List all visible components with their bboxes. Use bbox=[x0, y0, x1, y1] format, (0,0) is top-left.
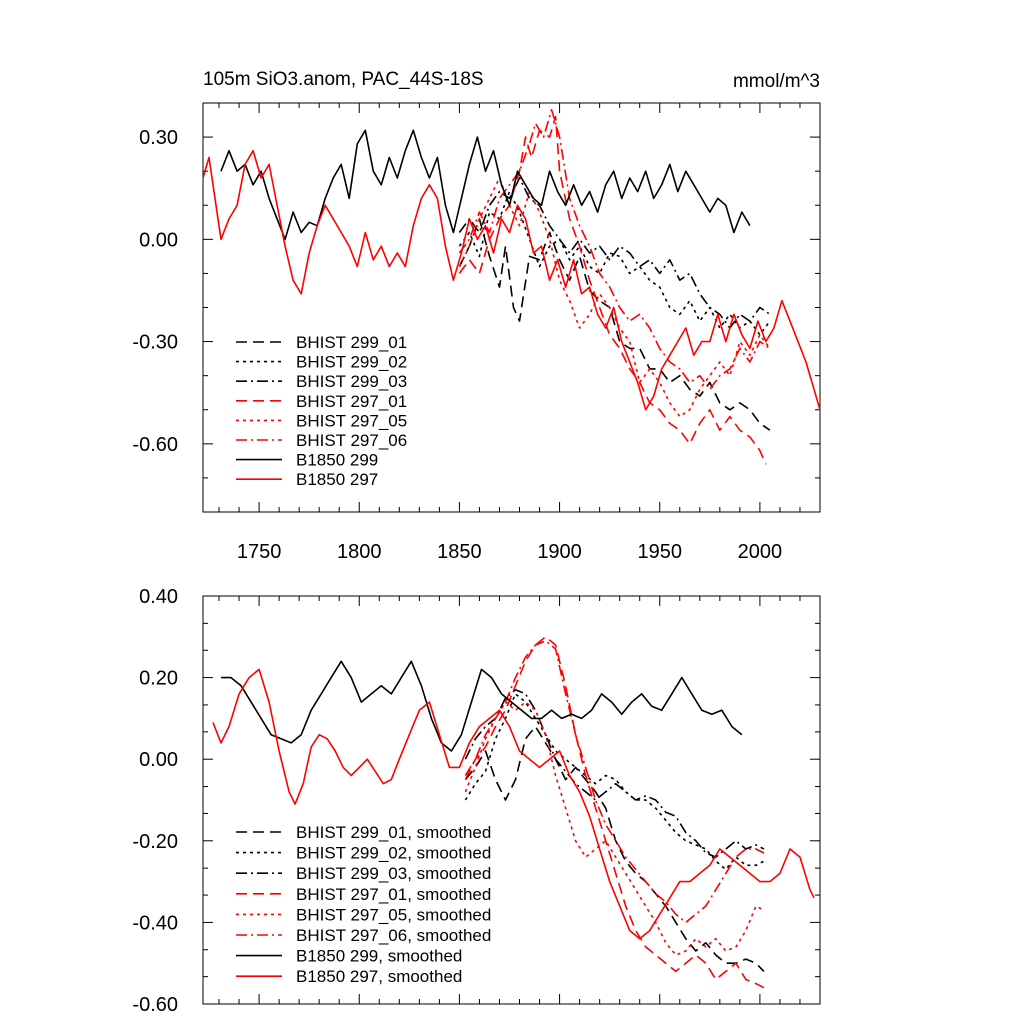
legend-label: B1850 299 bbox=[296, 451, 378, 470]
series-line bbox=[212, 668, 815, 940]
plot-frame bbox=[202, 595, 821, 1005]
y-tick-label: 0.40 bbox=[139, 586, 178, 608]
series-line bbox=[464, 693, 765, 871]
y-tick-label: 0.00 bbox=[139, 749, 178, 771]
x-tick-label: 1800 bbox=[337, 541, 382, 563]
x-tick-label: 1950 bbox=[637, 541, 682, 563]
legend-label: BHIST 297_05, smoothed bbox=[296, 905, 491, 924]
y-tick-label: -0.60 bbox=[132, 994, 178, 1016]
x-tick-label: 1900 bbox=[537, 541, 582, 563]
chart-title: 105m SiO3.anom, PAC_44S-18S bbox=[203, 69, 484, 90]
y-tick-label: -0.60 bbox=[132, 434, 178, 456]
y-tick-label: 0.20 bbox=[139, 668, 178, 690]
y-tick-label: -0.40 bbox=[132, 912, 178, 934]
series-line bbox=[464, 701, 765, 956]
y-tick-label: 0.00 bbox=[139, 229, 178, 251]
y-tick-label: -0.30 bbox=[132, 332, 178, 354]
series-line bbox=[458, 115, 767, 465]
series-line bbox=[464, 689, 765, 858]
legend-label: B1850 297, smoothed bbox=[296, 967, 462, 986]
top-chart-panel: 105m SiO3.anom, PAC_44S-18S mmol/m^3 175… bbox=[132, 69, 821, 563]
bottom-chart-panel: 0.40 0.20 0.00 -0.20 -0.40 -0.60 BHIST 299_01,… bbox=[132, 586, 821, 1016]
series-line bbox=[220, 129, 751, 241]
series-line bbox=[464, 640, 765, 924]
legend-label: B1850 299, smoothed bbox=[296, 947, 462, 966]
legend-label: B1850 297 bbox=[296, 470, 378, 489]
legend-label: BHIST 299_01 bbox=[296, 333, 407, 352]
series-line bbox=[464, 725, 765, 972]
y-tick-label: 0.30 bbox=[139, 127, 178, 149]
series-line bbox=[458, 177, 771, 329]
x-tick-label: 1850 bbox=[437, 541, 482, 563]
series-line bbox=[458, 177, 771, 418]
legend-label: BHIST 297_01 bbox=[296, 392, 407, 411]
legend-label: BHIST 299_02 bbox=[296, 353, 407, 372]
series-line bbox=[221, 660, 743, 752]
legend-label: BHIST 299_02, smoothed bbox=[296, 844, 491, 863]
legend-label: BHIST 297_06 bbox=[296, 431, 407, 450]
legend-label: BHIST 297_06, smoothed bbox=[296, 926, 491, 945]
legend-label: BHIST 297_05 bbox=[296, 411, 407, 430]
series-line bbox=[203, 149, 820, 411]
legend-label: BHIST 299_03, smoothed bbox=[296, 864, 491, 883]
legend-label: BHIST 299_03 bbox=[296, 372, 407, 391]
legend-label: BHIST 297_01, smoothed bbox=[296, 885, 491, 904]
y-tick-label: -0.20 bbox=[132, 831, 178, 853]
series-line bbox=[464, 636, 765, 989]
series-line bbox=[458, 109, 771, 391]
units-label: mmol/m^3 bbox=[733, 71, 820, 92]
x-tick-label: 2000 bbox=[738, 541, 783, 563]
legend-label: BHIST 299_01, smoothed bbox=[296, 823, 491, 842]
x-tick-label: 1750 bbox=[237, 541, 282, 563]
